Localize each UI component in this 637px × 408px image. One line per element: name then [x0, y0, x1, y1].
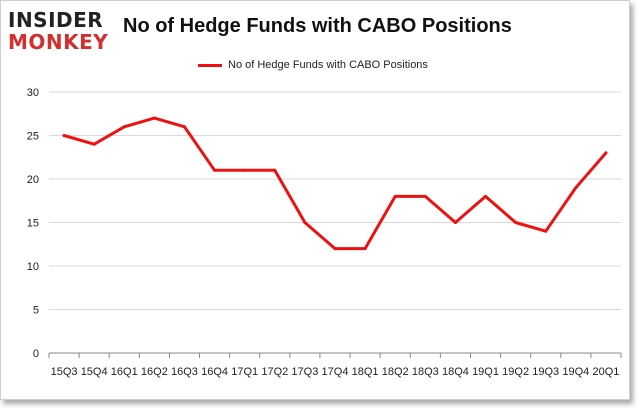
- data-point: [333, 247, 337, 251]
- y-tick-label: 15: [27, 218, 39, 230]
- data-point: [122, 125, 126, 129]
- legend: No of Hedge Funds with CABO Positions: [198, 57, 428, 73]
- data-point: [62, 134, 66, 137]
- x-tick-label: 18Q2: [382, 366, 409, 378]
- x-tick-label: 19Q4: [562, 366, 589, 378]
- x-tick-label: 20Q1: [592, 366, 619, 378]
- x-tick-label: 16Q4: [201, 366, 228, 378]
- y-tick-label: 20: [27, 174, 39, 186]
- chart-title: No of Hedge Funds with CABO Positions: [123, 15, 512, 37]
- x-tick-label: 19Q2: [502, 366, 529, 378]
- data-point: [182, 125, 186, 129]
- series-line: [62, 116, 608, 251]
- data-point: [423, 194, 427, 198]
- data-point: [152, 116, 156, 120]
- x-tick-label: 17Q3: [291, 366, 318, 378]
- x-tick-label: 15Q4: [81, 366, 108, 378]
- x-tick-label: 17Q1: [231, 366, 258, 378]
- x-tick-label: 18Q1: [352, 366, 379, 378]
- x-tick-label: 19Q1: [472, 366, 499, 378]
- data-point: [243, 168, 247, 172]
- y-tick-label: 25: [27, 131, 39, 143]
- data-point: [604, 151, 608, 155]
- data-point: [484, 194, 488, 198]
- y-tick-label: 10: [27, 261, 39, 273]
- x-tick-label: 18Q4: [442, 366, 469, 378]
- x-tick-label: 16Q1: [111, 366, 138, 378]
- data-point: [92, 142, 96, 146]
- y-tick-label: 5: [33, 305, 39, 317]
- line-chart: 0 5 10 15 20 25 30 15Q3 15Q4 16Q1 16Q2 16Q3 16Q4 17Q1…: [27, 87, 622, 378]
- x-tick-label: 16Q2: [141, 366, 168, 378]
- x-tick-label: 19Q3: [532, 366, 559, 378]
- chart-frame: INSIDER MONKEY No of Hedge Funds with CA…: [0, 0, 630, 400]
- data-point: [273, 168, 277, 172]
- data-point: [213, 168, 217, 172]
- x-tick-label: 17Q2: [261, 366, 288, 378]
- data-point: [453, 221, 457, 224]
- logo-text-bottom: MONKEY: [8, 30, 109, 54]
- x-tick-label: 17Q4: [322, 366, 349, 378]
- legend-swatch: [198, 63, 222, 67]
- data-point: [544, 229, 548, 233]
- insider-monkey-logo: INSIDER MONKEY: [8, 8, 118, 54]
- logo-text-top: INSIDER: [8, 8, 104, 32]
- legend-label: No of Hedge Funds with CABO Positions: [228, 59, 428, 71]
- y-tick-label: 30: [27, 87, 39, 99]
- y-tick-label: 0: [33, 348, 39, 360]
- data-point: [514, 221, 518, 224]
- x-tick-label: 16Q3: [171, 366, 198, 378]
- data-point: [574, 186, 578, 190]
- x-tick-label: 18Q3: [412, 366, 439, 378]
- data-point: [303, 221, 307, 224]
- data-point: [363, 247, 367, 251]
- x-tick-label: 15Q3: [51, 366, 78, 378]
- data-point: [393, 194, 397, 198]
